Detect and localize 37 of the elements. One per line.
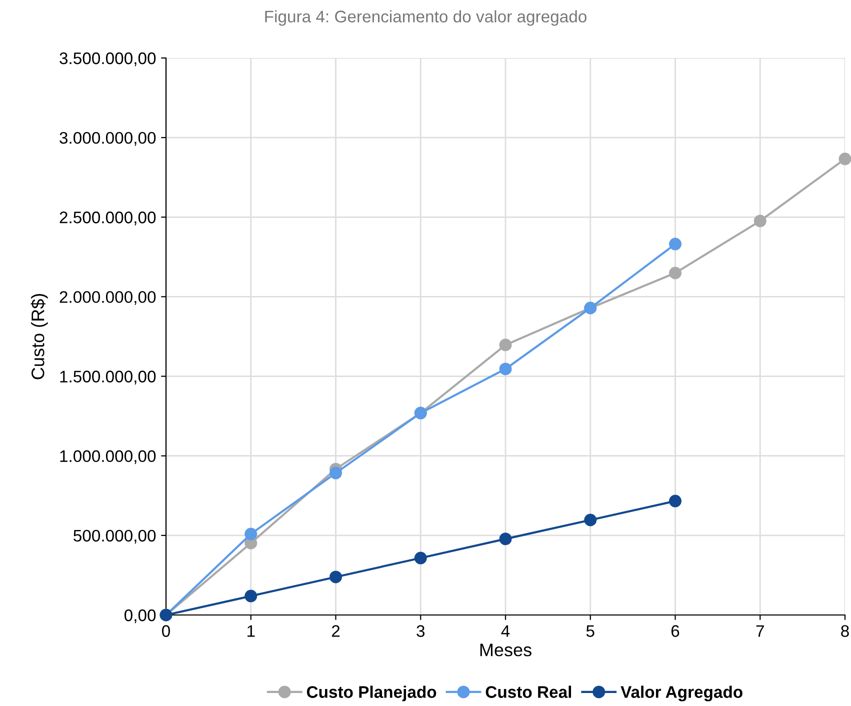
legend-label: Custo Planejado (306, 686, 436, 702)
legend-label: Custo Real (486, 686, 572, 698)
legend-label: Valor Agregado (620, 686, 742, 702)
x-tick-label: 3 (416, 625, 425, 637)
point (669, 266, 682, 280)
point (244, 590, 258, 602)
x-tick-label: 1 (248, 625, 255, 637)
point (838, 152, 851, 166)
x-tick-label: 2 (332, 625, 340, 637)
y-tick-label: 0,00 (124, 609, 156, 624)
x-tick-label: 4 (501, 625, 510, 637)
x-tick-label: 6 (671, 625, 680, 637)
x-tick-label: 8 (841, 625, 849, 637)
x-tick-label: 5 (586, 625, 594, 637)
point (244, 528, 258, 540)
point (414, 552, 427, 564)
y-tick-label: 1.000.000,00 (60, 450, 156, 464)
y-tick-label: 2.000.000,00 (60, 291, 156, 305)
point (669, 494, 682, 508)
y-axis-title: Custo (R$) (30, 294, 48, 380)
y-tick-label: 1.500.000,00 (60, 370, 156, 384)
x-tick-label: 7 (756, 625, 764, 637)
point (584, 514, 597, 526)
x-axis-title: Meses (480, 644, 532, 656)
point (499, 362, 512, 376)
point (330, 466, 342, 480)
point (669, 238, 682, 250)
point (330, 570, 342, 584)
point (499, 338, 512, 352)
chart-title: Figura 4: Gerenciamento do valor agregado (265, 10, 586, 26)
point (754, 214, 766, 228)
y-tick-label: 3.000.000,00 (60, 132, 156, 146)
y-tick-label: 3.500.000,00 (60, 52, 156, 66)
point (499, 532, 512, 546)
y-tick-label: 2.500.000,00 (60, 212, 156, 226)
y-tick-label: 500.000,00 (74, 530, 156, 544)
x-tick-label: 0 (162, 625, 170, 637)
